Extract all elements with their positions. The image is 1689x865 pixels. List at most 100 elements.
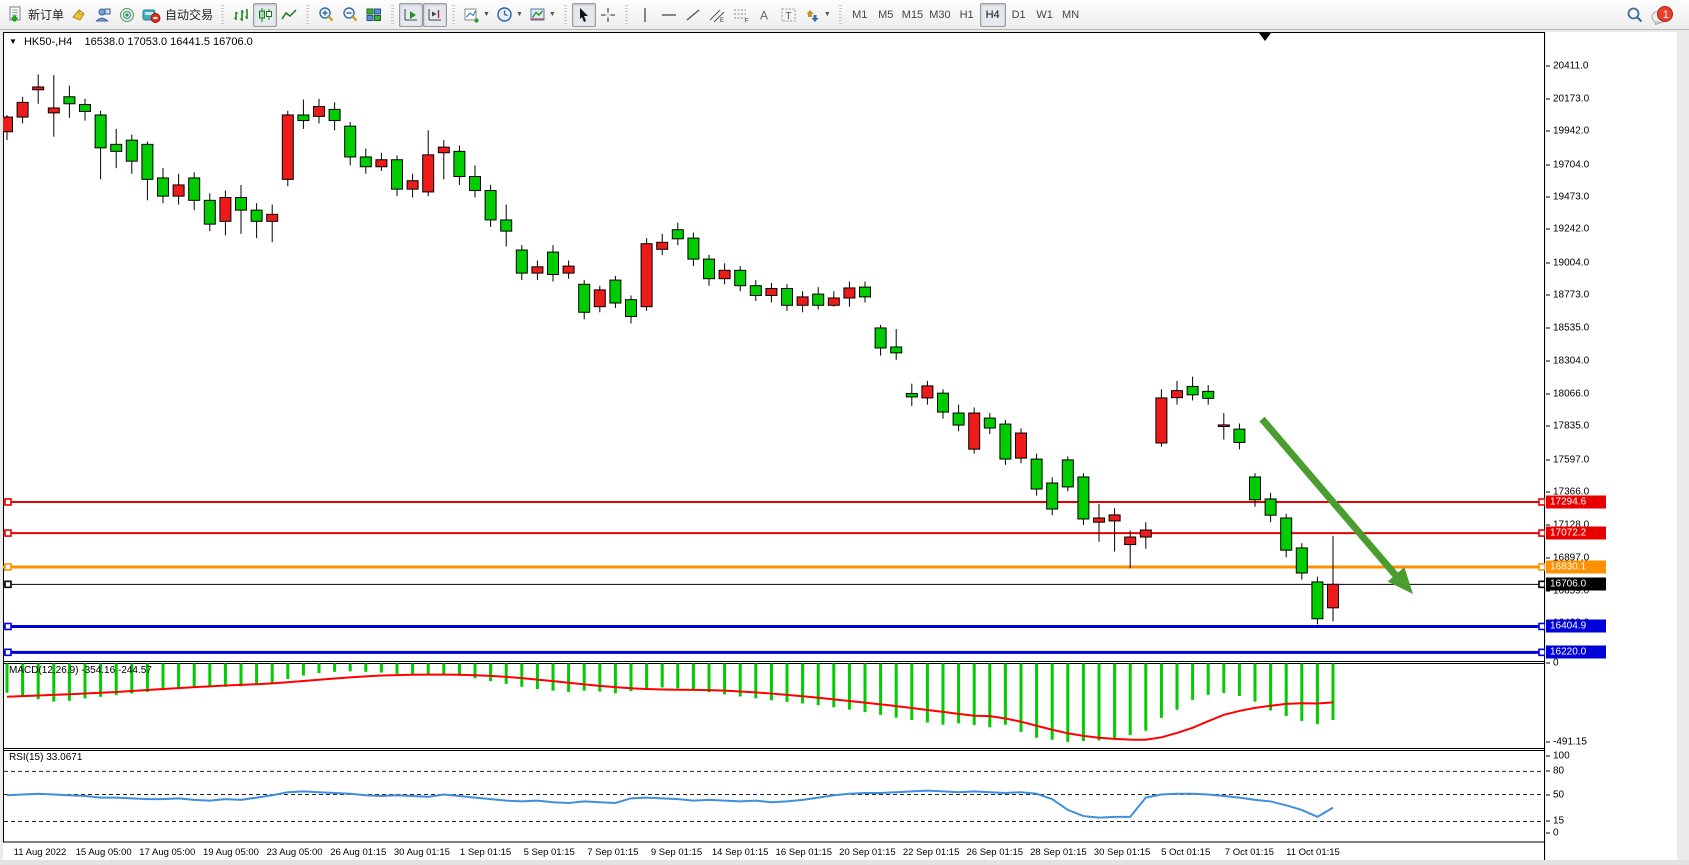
candle [999,420,1012,465]
price-tick: 17128.0 [1546,520,1589,531]
price-tick: 18304.0 [1546,355,1589,366]
auto-trading-button[interactable]: 自动交易 [139,3,216,27]
line-anchor[interactable] [1538,580,1545,589]
toolbar-grip [622,4,630,25]
line-anchor[interactable] [1538,529,1545,537]
candle [921,380,934,405]
vline-tool-button[interactable] [633,3,657,27]
candle [890,329,903,360]
notification-button[interactable]: 1 [1647,3,1677,27]
timeframe-m1-button[interactable]: M1 [852,8,868,21]
trend-arrow-head [1387,567,1413,594]
candle [562,260,575,279]
timeframe-mn-button[interactable]: MN [1062,8,1080,21]
zoom-in-button[interactable] [314,3,338,27]
price-axis[interactable]: 20411.0 20173.0 19942.0 19704.0 19473.0 19242… [1546,32,1677,860]
rsi-tick: 15 [1546,816,1564,827]
fibonacci-tool-button[interactable]: F [729,3,753,27]
line-anchor[interactable] [4,563,12,571]
add-indicator-button[interactable]: ▼ [460,3,493,27]
chart-title: ▼ HK50-,H4 16538.0 17053.0 16441.5 16706… [9,36,253,48]
trendline-tool-button[interactable] [681,3,705,27]
candle [94,110,107,180]
timeframe-m5-button[interactable]: M5 [878,8,894,21]
candle [671,222,684,246]
price-tick: 17366.0 [1546,486,1589,497]
scroll-group [399,2,448,28]
chart-shift-button[interactable] [423,2,448,27]
line-chart-button[interactable] [277,3,301,27]
line-anchor[interactable] [1538,563,1545,571]
zoom-out-button[interactable] [338,3,362,27]
candle [656,233,669,255]
candle [578,280,591,320]
timeframe-d1-button[interactable]: D1 [1011,8,1026,21]
price-tick: 18535.0 [1546,323,1589,334]
add-indicator-icon [463,7,481,23]
line-anchor[interactable] [4,648,12,657]
data-window-button[interactable] [91,3,115,27]
timeframe-h1-button[interactable]: H1 [959,8,974,21]
price-label-16830.1: 16830.1 [1546,560,1606,574]
text-tool-button[interactable]: A [753,3,777,27]
candle [469,165,481,198]
new-order-button[interactable]: 新订单 [4,3,67,27]
toolbar-grip [304,4,312,25]
chart-canvas[interactable]: 11 Aug 2022 15 Aug 05:00 17 Aug 05:00 19 Au… [3,32,1545,860]
label-tool-button[interactable]: T [777,3,801,27]
candle [79,98,91,121]
shapes-tool-button[interactable]: ▼ [801,3,834,27]
line-anchor[interactable] [4,580,12,589]
bar-chart-button[interactable] [229,3,253,27]
hline-tool-button[interactable] [657,3,681,27]
trendline-icon [685,7,701,23]
candle-chart-icon [256,7,274,23]
candle [437,140,450,180]
candle-chart-button[interactable] [253,2,278,27]
candle [1061,456,1074,492]
chevron-down-icon: ▼ [515,11,523,18]
channel-tool-button[interactable]: E [705,3,729,27]
candle [687,232,700,267]
cursor-button[interactable] [571,2,596,27]
line-anchor[interactable] [1538,648,1545,657]
chart-type-group [229,2,301,28]
timeframe-w1-button[interactable]: W1 [1036,8,1053,21]
svg-text:F: F [745,18,749,23]
price-label-16404.9: 16404.9 [1546,619,1606,633]
period-icon [496,6,514,23]
templates-button[interactable]: ▼ [526,3,559,27]
toolbar-grip [450,4,458,25]
tile-windows-button[interactable] [362,3,386,27]
candle [47,75,60,137]
candle [734,266,747,292]
timeframe-group: M1 M5 M15 M30 H1 H4 D1 W1 MN [847,2,1084,28]
search-button[interactable] [1623,3,1647,27]
timeframe-m15-button[interactable]: M15 [901,8,924,21]
crosshair-button[interactable] [596,3,620,27]
timeframe-m30-button[interactable]: M30 [929,8,951,21]
line-anchor[interactable] [1538,622,1545,631]
candle [1139,522,1152,549]
line-anchor[interactable] [4,529,12,537]
line-anchor[interactable] [4,498,12,506]
line-anchor[interactable] [1538,498,1545,506]
time-axis-label: 11 Aug 2022 [14,847,67,858]
time-axis-label: 7 Sep 01:15 [587,847,638,858]
market-quotes-button[interactable] [67,3,91,27]
candle [500,204,513,247]
line-anchor[interactable] [4,622,12,631]
trend-arrow[interactable] [1259,416,1407,588]
timeframe-h4-button[interactable]: H4 [979,2,1006,27]
candle [110,128,123,169]
period-button[interactable]: ▼ [493,3,526,27]
time-axis-label: 14 Sep 01:15 [712,847,769,858]
candle [141,141,154,201]
auto-scroll-button[interactable] [399,2,424,27]
strategy-signal-button[interactable] [115,3,139,27]
price-tick: 19942.0 [1546,126,1589,137]
new-order-icon [7,6,24,23]
vline-icon [638,7,652,23]
rsi-tick: 80 [1546,766,1564,777]
price-tick: 18773.0 [1546,290,1589,301]
